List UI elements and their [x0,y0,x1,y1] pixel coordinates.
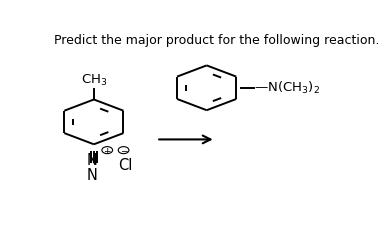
Text: —N(CH$_3$)$_2$: —N(CH$_3$)$_2$ [254,79,320,96]
Text: Predict the major product for the following reaction.: Predict the major product for the follow… [54,34,379,47]
Text: −: − [120,146,127,155]
Text: CH$_3$: CH$_3$ [81,73,107,88]
Text: Cl: Cl [118,157,132,172]
Text: N: N [87,152,98,167]
Text: N: N [87,167,98,182]
Text: +: + [103,146,111,155]
